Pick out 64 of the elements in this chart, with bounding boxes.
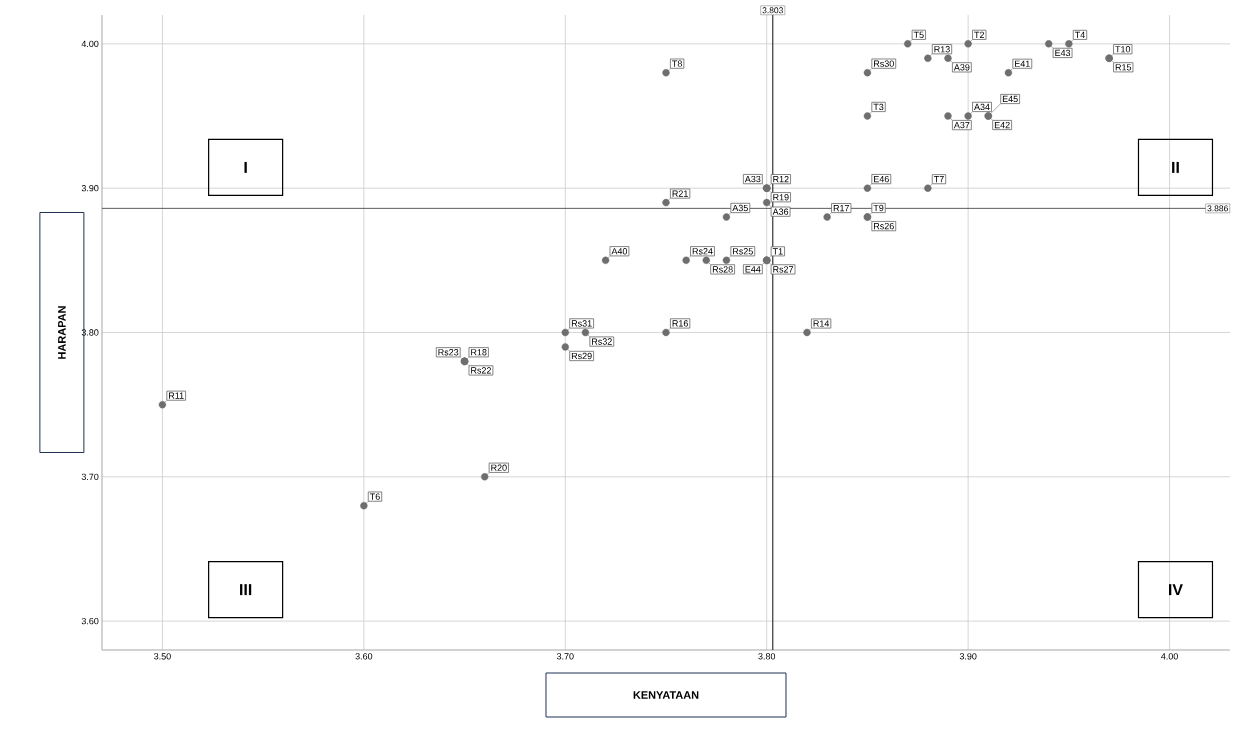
data-label: A40 <box>611 248 628 255</box>
x-tick-label: 3.90 <box>959 653 977 660</box>
data-label: T1 <box>772 248 783 255</box>
data-label: E46 <box>874 175 889 183</box>
data-label: A34 <box>974 103 990 111</box>
data-label: R16 <box>672 320 688 327</box>
data-label: Rs22 <box>471 367 491 374</box>
ref-line-label: 3.886 <box>1207 205 1228 212</box>
x-axis-title: KENYATAAN <box>633 691 699 699</box>
data-label: Rs26 <box>874 222 894 230</box>
data-label: Rs30 <box>874 60 894 67</box>
x-tick-label: 4.00 <box>1161 653 1178 660</box>
data-label: A35 <box>732 204 748 212</box>
data-label: Rs29 <box>571 352 592 360</box>
data-label: R19 <box>773 194 789 201</box>
data-label: R21 <box>672 190 688 197</box>
data-label: R13 <box>934 46 950 53</box>
data-label: Rs25 <box>733 248 753 255</box>
annotation: I <box>244 161 247 173</box>
data-label: Rs27 <box>773 266 794 273</box>
x-tick-label: 3.80 <box>758 653 776 660</box>
data-label: A36 <box>772 208 789 215</box>
data-label: T4 <box>1074 31 1085 38</box>
data-label: A39 <box>953 64 970 71</box>
data-label: Rs32 <box>592 338 612 345</box>
y-tick-label: 3.90 <box>81 184 99 192</box>
annotation: IV <box>1169 584 1183 596</box>
data-label: Rs24 <box>692 248 713 255</box>
y-axis-title: HARAPAN <box>58 306 66 359</box>
data-label: A33 <box>744 175 761 183</box>
annotation: II <box>1172 161 1179 173</box>
y-tick-label: 3.70 <box>81 473 99 480</box>
y-tick-label: 3.80 <box>81 329 99 336</box>
data-label: R14 <box>813 320 830 327</box>
data-label: T3 <box>873 103 884 111</box>
data-label: T8 <box>672 60 682 67</box>
y-tick-label: 4.00 <box>81 40 99 48</box>
x-tick-label: 3.70 <box>556 653 574 660</box>
data-label: R18 <box>471 349 487 356</box>
data-label: R15 <box>1115 64 1132 71</box>
ref-line-label: 3.803 <box>762 7 783 14</box>
data-label: Rs31 <box>571 320 592 327</box>
data-label: R17 <box>833 204 850 212</box>
data-label: A37 <box>953 121 970 129</box>
data-label: T5 <box>913 31 924 38</box>
data-label: T9 <box>873 204 884 212</box>
data-label: R12 <box>773 176 789 183</box>
data-label: R11 <box>169 392 184 399</box>
data-label: T10 <box>1115 46 1131 53</box>
data-label: Rs28 <box>712 266 733 273</box>
data-label: E45 <box>1002 95 1018 103</box>
y-tick-label: 3.60 <box>81 617 99 625</box>
data-label: E44 <box>745 266 761 273</box>
data-label: E42 <box>994 121 1010 129</box>
annotation: III <box>240 584 252 596</box>
data-label: E41 <box>1015 60 1030 67</box>
data-label: E43 <box>1055 49 1071 57</box>
data-label: R20 <box>491 464 507 471</box>
data-label: Rs23 <box>438 349 459 356</box>
data-label: T6 <box>369 493 380 500</box>
x-tick-label: 3.50 <box>154 653 171 660</box>
data-label: T7 <box>933 176 944 183</box>
x-tick-label: 3.60 <box>355 653 373 660</box>
data-label: T2 <box>974 31 985 38</box>
